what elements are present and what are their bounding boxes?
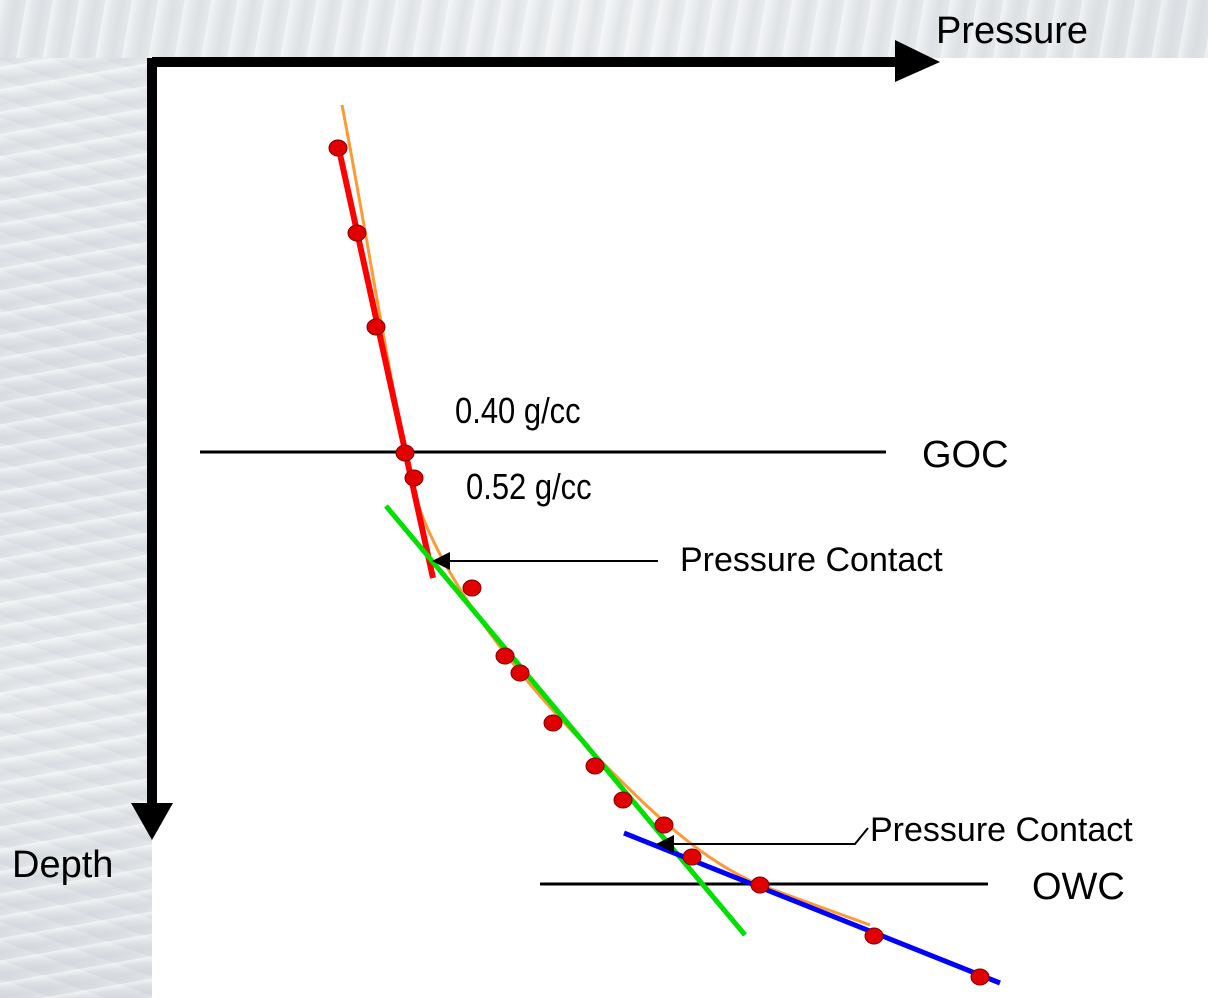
data-point xyxy=(543,714,563,732)
gas-density-label: 0.40 g/cc xyxy=(455,390,581,431)
data-point xyxy=(654,816,674,834)
data-point xyxy=(585,757,605,775)
data-point xyxy=(970,968,990,986)
goc-label: GOC xyxy=(922,434,1009,476)
pressure-contact-arrow-1 xyxy=(432,552,658,570)
data-point xyxy=(613,791,633,809)
data-point xyxy=(395,444,415,462)
data-point xyxy=(495,647,515,665)
pressure-data-points xyxy=(328,139,990,986)
data-point xyxy=(510,664,530,682)
pressure-contact-label-1: Pressure Contact xyxy=(680,541,943,579)
owc-label: OWC xyxy=(1032,866,1125,908)
data-point xyxy=(750,876,770,894)
marble-background-top xyxy=(0,0,1208,58)
oil-density-label: 0.52 g/cc xyxy=(466,466,592,507)
data-point xyxy=(328,139,348,157)
depth-axis-arrowhead xyxy=(131,803,173,840)
axes xyxy=(131,40,940,840)
data-point xyxy=(462,579,482,597)
depth-axis-label: Depth xyxy=(12,844,114,886)
data-point xyxy=(366,318,386,336)
pressure-contact-arrow-2 xyxy=(656,827,869,853)
pressure-axis-label: Pressure xyxy=(936,10,1089,52)
gas-gradient-line xyxy=(335,144,436,579)
data-point xyxy=(404,469,424,487)
data-point xyxy=(682,848,702,866)
plot-area xyxy=(152,58,1208,998)
data-point xyxy=(864,927,884,945)
marble-background-left xyxy=(0,0,152,998)
pressure-contact-label-2: Pressure Contact xyxy=(870,811,1133,849)
oil-gradient-line xyxy=(384,504,747,937)
data-point xyxy=(347,224,367,242)
pressure-axis-arrowhead xyxy=(895,40,940,82)
